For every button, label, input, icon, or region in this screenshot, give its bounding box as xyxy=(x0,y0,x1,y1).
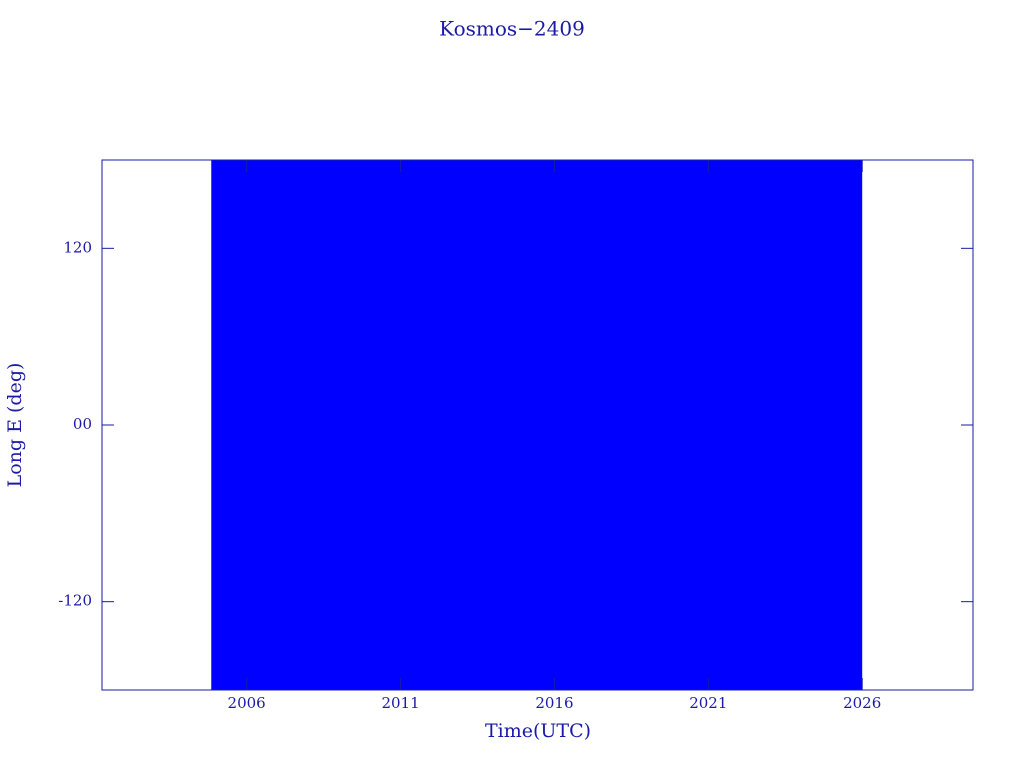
x-tick-label: 2021 xyxy=(689,694,727,712)
x-tick-label: 2006 xyxy=(228,694,266,712)
range-area xyxy=(211,160,863,690)
y-tick-label: 00 xyxy=(73,415,92,433)
x-tick-label: 2016 xyxy=(535,694,573,712)
y-axis-label: Long E (deg) xyxy=(4,363,26,488)
x-tick-label: 2011 xyxy=(381,694,419,712)
y-tick-label: -120 xyxy=(58,592,92,610)
chart-title: Kosmos−2409 xyxy=(439,17,585,41)
x-tick-label: 2026 xyxy=(843,694,881,712)
y-tick-label: 120 xyxy=(63,238,92,256)
x-axis-label: Time(UTC) xyxy=(485,720,591,742)
